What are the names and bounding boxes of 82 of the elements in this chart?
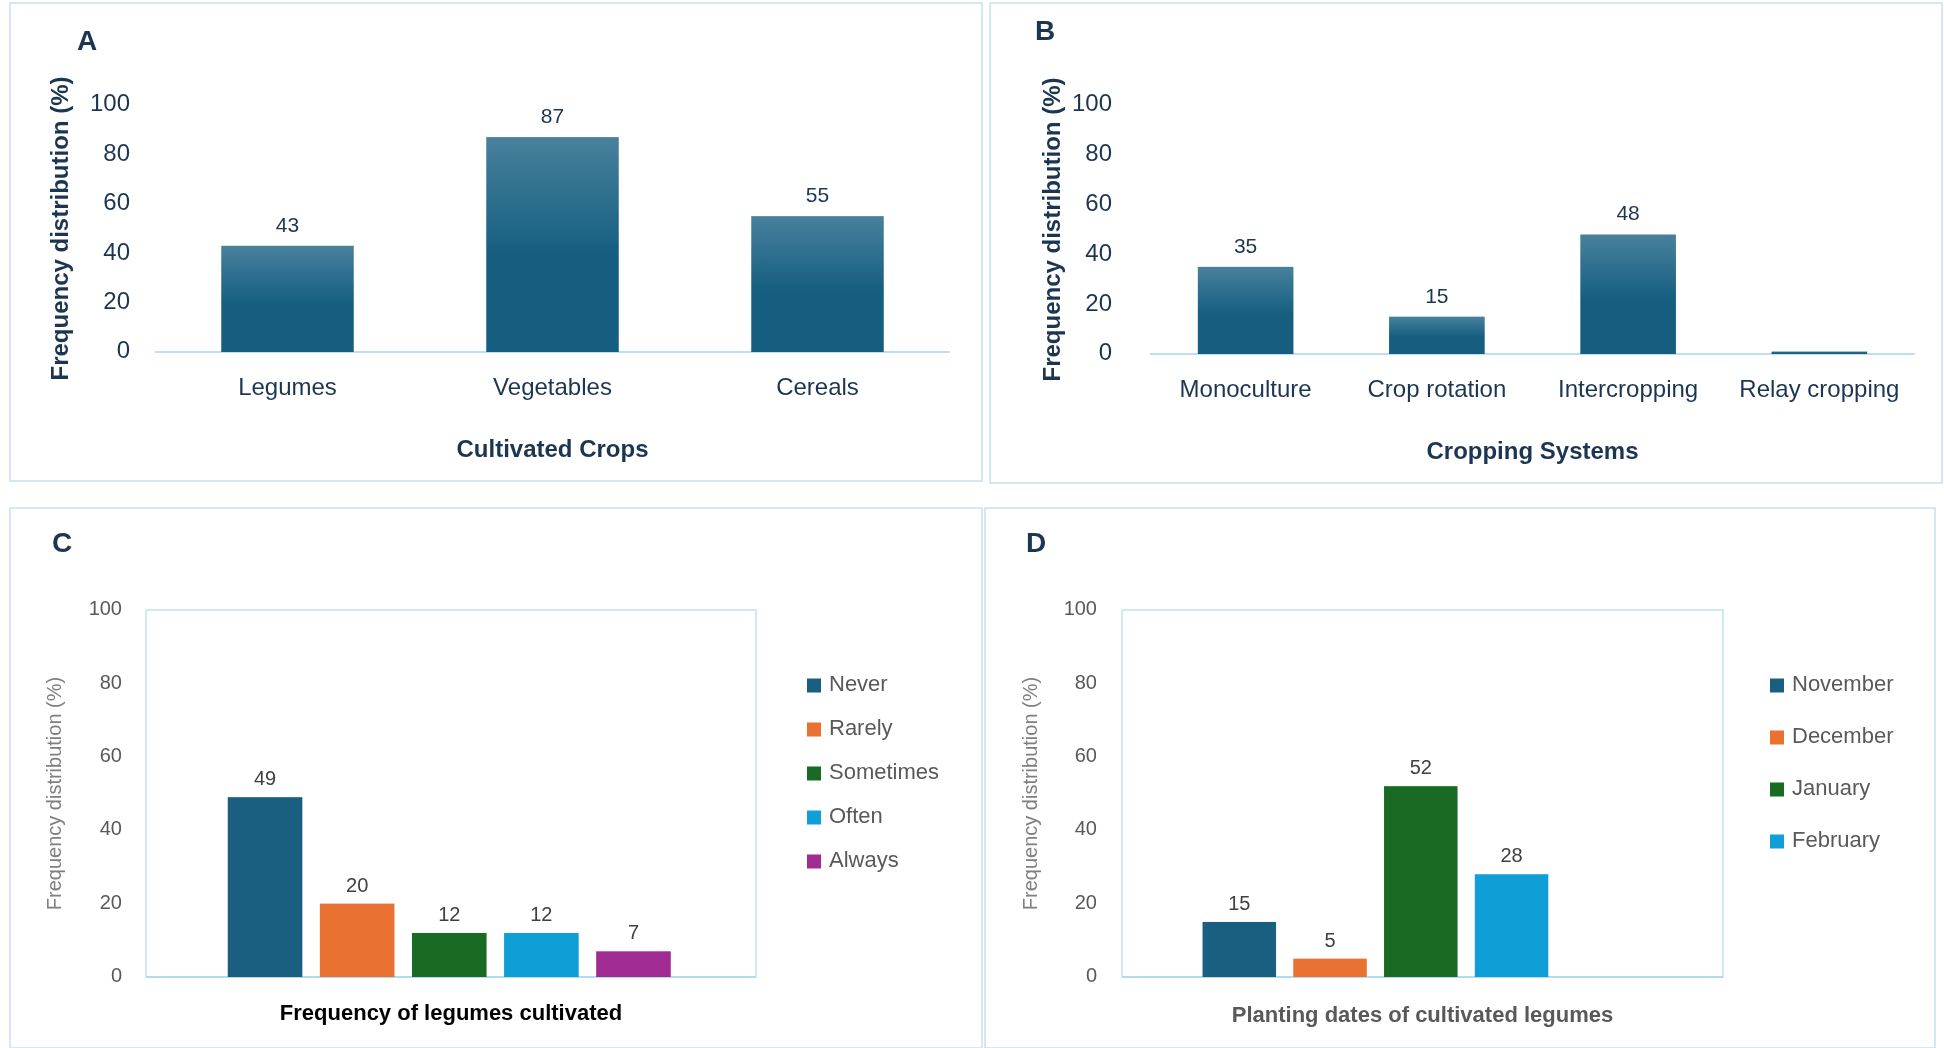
x-tick-label: Intercropping <box>1558 375 1699 402</box>
y-axis-title: Frequency distribution (%) <box>43 676 66 911</box>
legend-label: December <box>1792 723 1894 749</box>
bar <box>596 951 671 977</box>
bar <box>1389 316 1485 354</box>
data-label: 35 <box>1233 233 1258 257</box>
data-label: 12 <box>438 902 461 925</box>
y-tick-label: 0 <box>1098 338 1112 366</box>
y-tick-label: 0 <box>1085 964 1097 987</box>
data-label: 7 <box>627 921 640 944</box>
bar <box>1293 958 1367 977</box>
data-label: 43 <box>275 212 300 236</box>
legend-label: Rarely <box>829 715 893 741</box>
bar <box>411 932 487 977</box>
data-label: 55 <box>805 183 830 207</box>
chart-title: D <box>1025 527 1047 559</box>
data-label: 15 <box>1425 283 1449 307</box>
y-tick-label: 80 <box>103 138 130 166</box>
chart-title: B <box>1034 15 1056 47</box>
y-tick-label: 60 <box>99 744 122 767</box>
bar <box>1202 921 1277 977</box>
data-label: 12 <box>530 902 553 925</box>
y-tick-label: 80 <box>1074 670 1097 693</box>
data-label: 5 <box>1324 928 1336 951</box>
x-tick-label: Cereals <box>776 373 859 400</box>
x-tick-label: Legumes <box>238 373 337 400</box>
y-tick-label: 80 <box>1085 139 1112 167</box>
y-tick-label: 40 <box>1085 238 1112 266</box>
data-label: 87 <box>540 104 565 128</box>
legend-label: November <box>1792 671 1894 697</box>
y-axis-title: Frequency distribution (%) <box>1038 77 1066 382</box>
y-tick-label: 20 <box>103 286 130 314</box>
data-label: 15 <box>1228 891 1251 914</box>
data-label: 28 <box>1500 844 1523 867</box>
bar <box>227 797 303 977</box>
legend-label: February <box>1792 827 1881 853</box>
legend-label: January <box>1792 775 1871 801</box>
bar <box>1197 266 1294 354</box>
legend-label: Never <box>829 671 888 697</box>
x-tick-label: Vegetables <box>493 373 612 400</box>
bar <box>486 137 619 352</box>
chart-title: C <box>51 527 73 559</box>
y-tick-label: 100 <box>88 597 122 620</box>
legend-label: Sometimes <box>829 759 940 785</box>
y-tick-label: 20 <box>1074 890 1097 913</box>
bar <box>319 903 395 977</box>
y-tick-label: 40 <box>99 817 122 840</box>
bar <box>1474 874 1549 977</box>
data-label: 49 <box>253 767 277 790</box>
data-label: 52 <box>1409 756 1432 779</box>
y-tick-label: 100 <box>1063 597 1097 620</box>
bar <box>1580 234 1676 354</box>
y-tick-label: 40 <box>103 237 130 265</box>
x-tick-label: Crop rotation <box>1367 375 1507 402</box>
x-axis-title: Frequency of legumes cultivated <box>279 999 623 1025</box>
bar <box>751 216 884 352</box>
x-tick-label: Relay cropping <box>1739 375 1900 402</box>
y-tick-label: 0 <box>110 964 122 987</box>
bar <box>1384 786 1458 977</box>
x-axis-title: Cropping Systems <box>1426 437 1639 465</box>
data-label: 48 <box>1616 201 1640 225</box>
data-label: 20 <box>346 873 369 896</box>
y-tick-label: 100 <box>1071 89 1112 117</box>
y-tick-label: 20 <box>99 890 122 913</box>
y-tick-label: 80 <box>99 670 122 693</box>
y-tick-label: 20 <box>1085 288 1112 316</box>
y-tick-label: 0 <box>116 336 130 364</box>
y-tick-label: 40 <box>1074 817 1097 840</box>
x-axis-title: Cultivated Crops <box>456 435 649 463</box>
y-tick-label: 60 <box>103 188 130 216</box>
legend-label: Always <box>829 847 899 873</box>
chart-title: A <box>76 25 98 57</box>
y-axis-title: Frequency distribution (%) <box>1019 676 1042 911</box>
bar <box>221 245 354 352</box>
x-axis-title: Planting dates of cultivated legumes <box>1231 1001 1614 1027</box>
legend-label: Often <box>829 803 883 829</box>
y-tick-label: 100 <box>89 89 130 117</box>
y-axis-title: Frequency distribution (%) <box>46 76 74 381</box>
y-tick-label: 60 <box>1085 188 1112 216</box>
bar <box>504 932 579 977</box>
y-tick-label: 60 <box>1074 744 1097 767</box>
x-tick-label: Monoculture <box>1179 375 1312 402</box>
